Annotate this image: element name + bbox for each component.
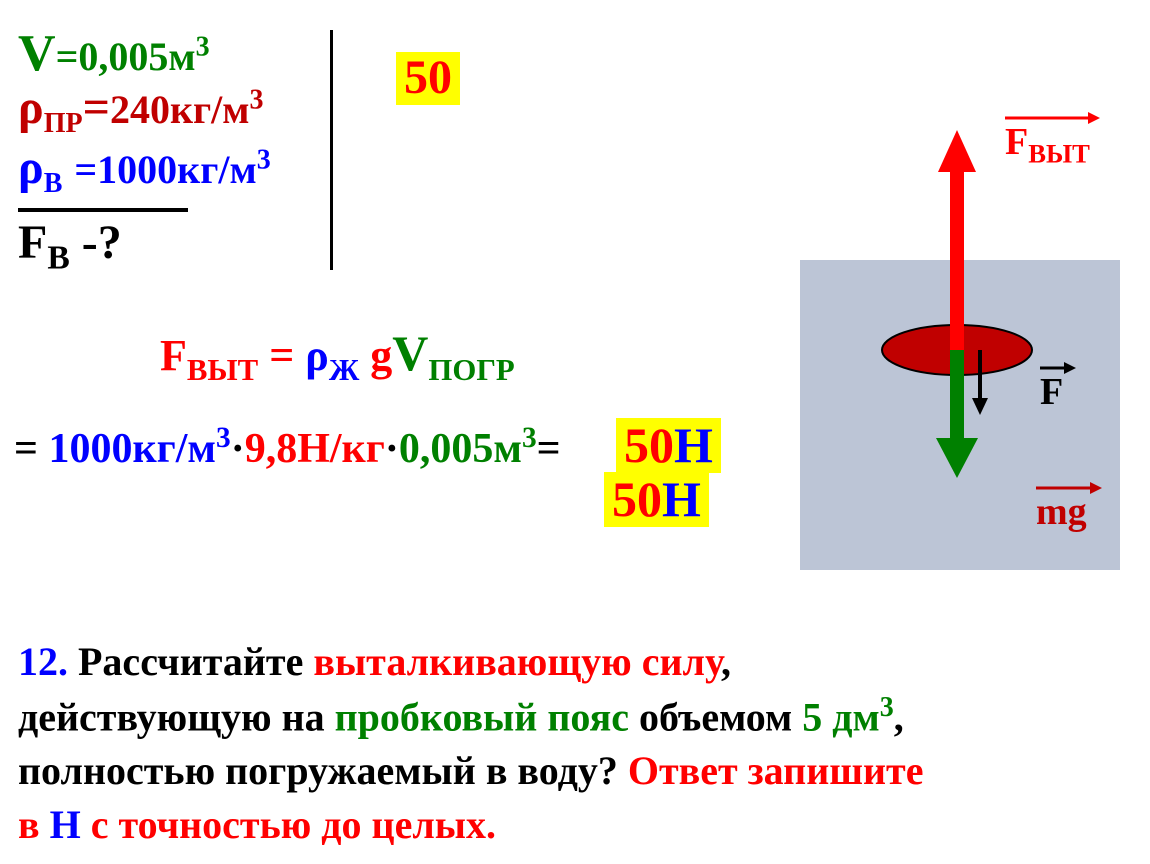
q2a: действующую на [18,694,335,739]
label-fvyt: FВЫТ [1005,120,1090,170]
q3a: полностью погружаемый в воду? [18,748,628,793]
q-line3: полностью погружаемый в воду? Ответ запи… [18,744,1128,798]
slide-root: V=0,005м3 ρПР=240кг/м3 ρВ =1000кг/м3 FВ … [0,0,1150,864]
q2b: пробковый пояс [335,694,629,739]
q1a: Рассчитайте [68,639,313,684]
arrow-up-head [938,130,976,172]
q3b: Ответ запишите [628,748,924,793]
q1c: , [721,639,731,684]
label-mg: mg [1036,490,1087,534]
q-line4: в Н с точностью до целых. [18,798,1128,852]
q2d: 5 дм [802,694,879,739]
question-block: 12. Рассчитайте выталкивающую силу, дейс… [18,635,1128,852]
q4a: в [18,802,50,847]
label-fvyt-sub: ВЫТ [1028,139,1090,169]
force-diagram [0,0,1150,600]
q-num: 12. [18,639,68,684]
label-f: F [1040,370,1063,414]
q2exp: 3 [880,692,894,723]
q4c: с точностью до целых. [81,802,496,847]
q1b: выталкивающую силу [313,639,721,684]
q2c: объемом [629,694,802,739]
q-line2: действующую на пробковый пояс объемом 5 … [18,689,1128,744]
label-fvyt-F: F [1005,121,1028,163]
q4b: Н [50,802,81,847]
q2e: , [894,694,904,739]
q-line1: 12. Рассчитайте выталкивающую силу, [18,635,1128,689]
